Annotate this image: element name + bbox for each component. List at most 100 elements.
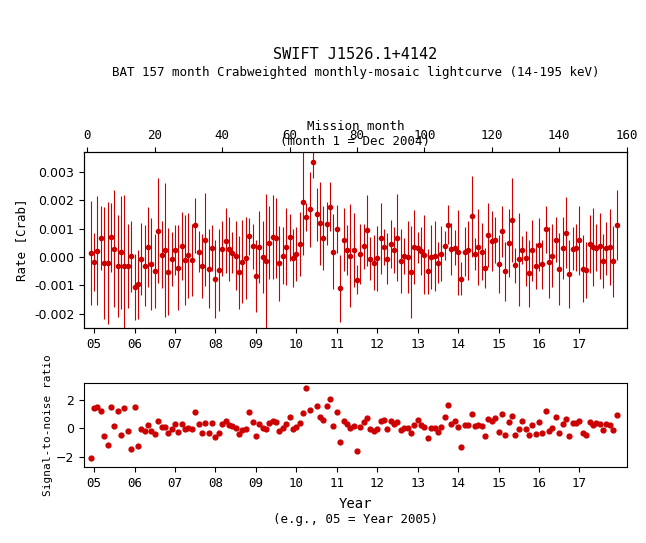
Point (561, 414, 571, 423)
Point (187, 425, 197, 434)
Point (395, 426, 406, 434)
Point (389, 420, 399, 428)
Point (322, 401, 332, 410)
Point (261, 425, 271, 433)
Point (473, 420, 483, 429)
Point (284, 412, 295, 421)
Point (503, 418, 514, 427)
Point (453, 422, 463, 431)
Point (402, 424, 413, 433)
Point (547, 424, 557, 432)
Point (534, 418, 544, 426)
Point (450, 416, 460, 425)
Point (129, 403, 140, 412)
Point (136, 425, 147, 434)
Point (247, 417, 258, 426)
Point (365, 425, 375, 434)
Text: (month 1 = Dec 2004): (month 1 = Dec 2004) (280, 135, 430, 148)
Point (483, 414, 494, 423)
Point (109, 421, 120, 430)
Point (510, 431, 521, 439)
Point (214, 428, 224, 437)
Point (275, 426, 285, 435)
Point (564, 431, 574, 440)
Point (240, 424, 251, 433)
Point (480, 432, 490, 440)
Point (342, 420, 352, 429)
Point (301, 384, 311, 393)
Point (244, 408, 255, 416)
Point (116, 431, 126, 439)
Point (362, 413, 372, 422)
Point (103, 440, 113, 449)
Point (291, 422, 302, 431)
Point (237, 426, 247, 434)
Point (315, 413, 325, 421)
Point (517, 417, 527, 426)
Point (507, 412, 517, 420)
Point (409, 420, 419, 429)
Point (92, 402, 103, 411)
Point (318, 415, 328, 424)
Point (163, 429, 173, 438)
Point (197, 428, 207, 437)
Point (227, 421, 238, 430)
Point (287, 425, 298, 433)
Point (436, 422, 446, 431)
Point (392, 418, 402, 426)
Point (180, 425, 191, 434)
Point (123, 427, 133, 436)
Point (325, 395, 335, 403)
Point (335, 438, 346, 446)
Point (382, 425, 393, 434)
Point (386, 416, 396, 425)
Point (200, 419, 211, 427)
Point (348, 421, 359, 430)
Point (594, 419, 605, 428)
Point (106, 403, 116, 412)
Point (160, 422, 170, 431)
Point (581, 431, 591, 439)
Text: (e.g., 05 = Year 2005): (e.g., 05 = Year 2005) (273, 513, 438, 526)
Point (355, 423, 366, 432)
Point (281, 420, 291, 429)
Point (96, 407, 106, 415)
Point (466, 410, 477, 419)
Point (203, 428, 214, 437)
Point (578, 429, 588, 438)
Point (258, 424, 268, 433)
Point (210, 432, 220, 441)
Point (446, 420, 457, 428)
Point (399, 423, 410, 432)
Point (146, 426, 156, 435)
Point (568, 419, 578, 427)
Point (295, 418, 305, 427)
Point (89, 404, 99, 413)
Point (153, 417, 163, 426)
Point (557, 420, 568, 428)
Point (126, 445, 136, 453)
Point (176, 419, 187, 428)
Point (379, 416, 389, 425)
Point (328, 422, 339, 431)
Point (443, 400, 453, 409)
Point (611, 411, 621, 420)
Point (143, 420, 153, 429)
Point (369, 427, 379, 435)
Point (514, 425, 524, 433)
Point (254, 420, 264, 428)
Point (112, 407, 123, 415)
Point (345, 424, 355, 432)
Y-axis label: Signal-to-noise ratio: Signal-to-noise ratio (43, 354, 53, 496)
Point (470, 421, 480, 430)
Point (524, 431, 534, 440)
Point (554, 428, 565, 437)
Point (375, 416, 386, 425)
Point (85, 454, 96, 463)
Text: Year: Year (339, 497, 372, 511)
Point (251, 432, 261, 440)
Point (359, 417, 369, 426)
Point (413, 415, 423, 424)
Point (598, 426, 608, 435)
Point (311, 401, 322, 410)
